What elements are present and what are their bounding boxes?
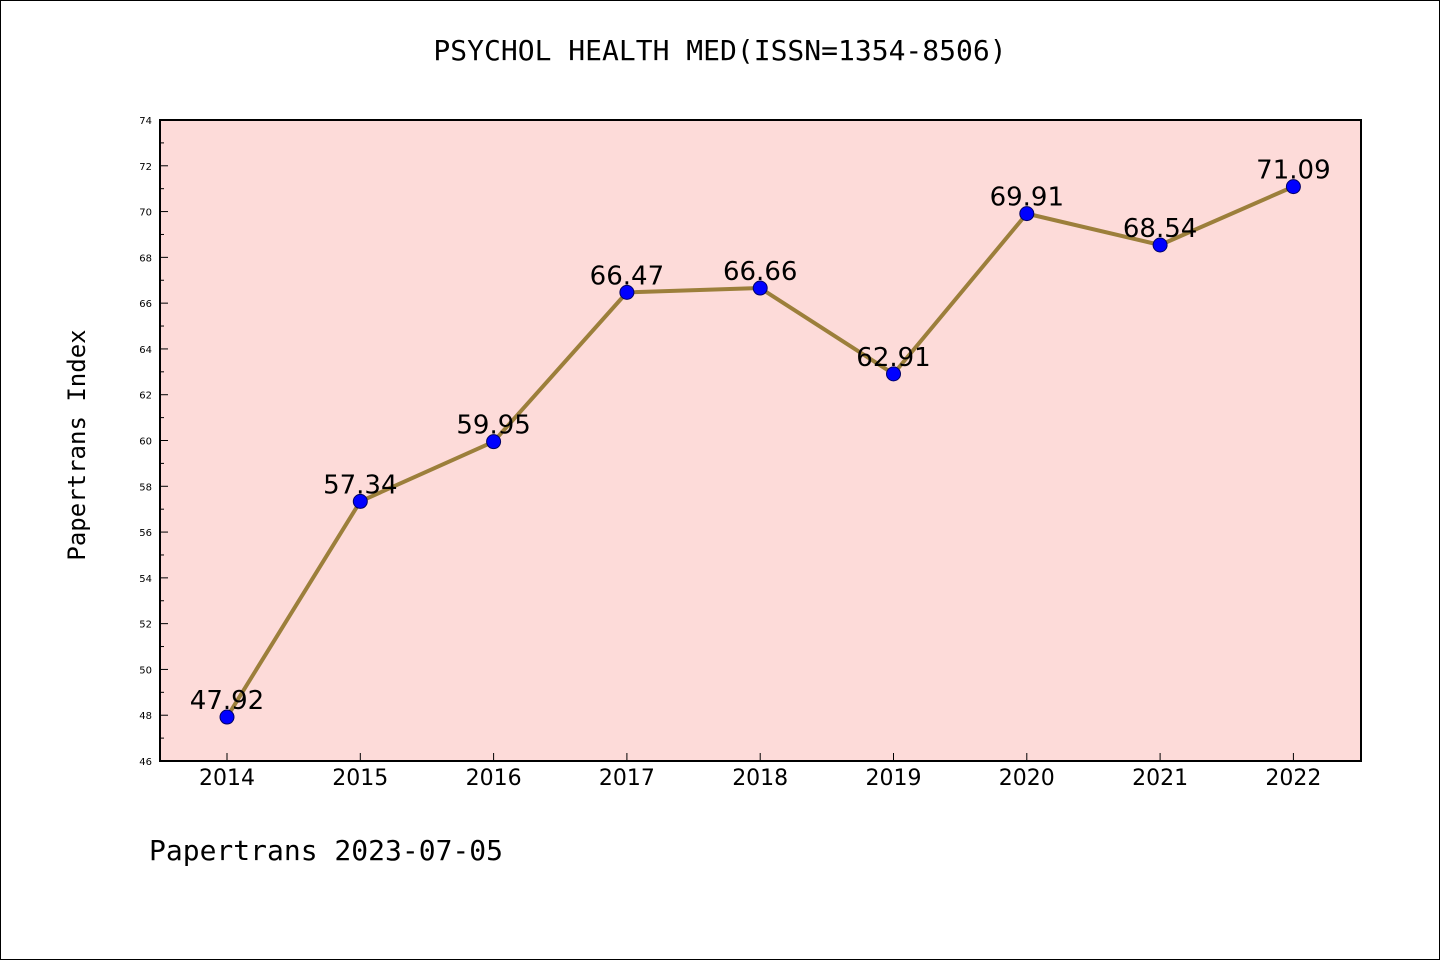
data-label: 66.47	[590, 261, 664, 291]
data-point	[619, 284, 635, 300]
x-tick-label: 2019	[866, 766, 922, 791]
x-tick-label: 2014	[199, 766, 255, 791]
y-tick-label: 62	[139, 391, 152, 402]
y-tick-label: 50	[139, 665, 152, 676]
x-tick-label: 2022	[1265, 766, 1321, 791]
y-tick-label: 66	[139, 299, 152, 310]
data-label: 71.09	[1256, 156, 1330, 186]
data-point	[219, 709, 235, 725]
x-tick-label: 2021	[1132, 766, 1188, 791]
data-label: 59.95	[456, 411, 530, 441]
x-tick-label: 2016	[466, 766, 522, 791]
data-label: 66.66	[723, 257, 797, 287]
data-label: 47.92	[190, 686, 264, 716]
y-tick-label: 68	[139, 253, 152, 264]
data-point	[1152, 237, 1168, 253]
x-tick-label: 2018	[732, 766, 788, 791]
y-tick-label: 64	[139, 345, 152, 356]
data-label: 62.91	[856, 343, 930, 373]
y-tick-label: 74	[139, 116, 152, 127]
y-tick-label: 60	[139, 437, 152, 448]
y-tick-label: 46	[139, 757, 152, 768]
y-tick-label: 52	[139, 620, 152, 631]
y-tick-label: 56	[139, 528, 152, 539]
data-point	[486, 434, 502, 450]
data-label: 57.34	[323, 470, 397, 500]
y-tick-label: 54	[139, 574, 152, 585]
plot-area	[160, 120, 1361, 761]
data-point	[752, 280, 768, 296]
data-point	[1019, 206, 1035, 222]
plot-border	[159, 119, 1362, 762]
y-tick-label: 58	[139, 482, 152, 493]
x-tick-label: 2017	[599, 766, 655, 791]
y-tick-label: 70	[139, 208, 152, 219]
data-point	[1285, 179, 1301, 195]
chart-title: PSYCHOL HEALTH MED(ISSN=1354-8506)	[433, 34, 1007, 67]
y-tick-label: 48	[139, 711, 152, 722]
data-label: 68.54	[1123, 214, 1197, 244]
data-point	[886, 366, 901, 382]
x-tick-label: 2015	[332, 766, 388, 791]
data-point	[352, 493, 368, 509]
x-tick-label: 2020	[999, 766, 1055, 791]
y-tick-label: 72	[139, 162, 152, 173]
footer-text: Papertrans 2023-07-05	[149, 834, 504, 867]
data-label: 69.91	[990, 183, 1064, 213]
